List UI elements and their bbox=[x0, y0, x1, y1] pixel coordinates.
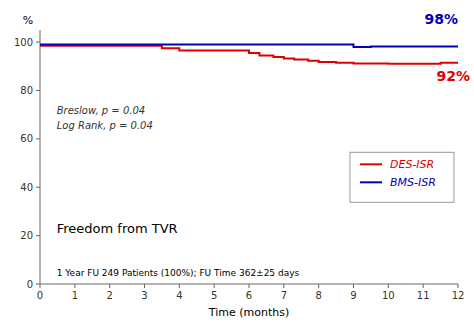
x-tick-label: 8 bbox=[315, 290, 321, 301]
x-tick bbox=[318, 284, 319, 288]
y-tick-label: 0 bbox=[27, 279, 33, 290]
annotation: 98% bbox=[424, 11, 458, 27]
x-tick-label: 6 bbox=[246, 290, 252, 301]
annotation: Log Rank, p = 0.04 bbox=[57, 120, 153, 131]
x-tick-label: 0 bbox=[37, 290, 43, 301]
y-tick bbox=[36, 42, 40, 43]
legend-label: BMS-ISR bbox=[390, 176, 436, 189]
x-tick-label: 7 bbox=[281, 290, 287, 301]
x-tick bbox=[144, 284, 145, 288]
y-tick bbox=[36, 235, 40, 236]
x-tick-label: 10 bbox=[382, 290, 395, 301]
x-tick bbox=[283, 284, 284, 288]
y-tick-label: 40 bbox=[20, 182, 33, 193]
y-tick bbox=[36, 187, 40, 188]
chart: 0123456789101112020406080100Time (months… bbox=[0, 0, 474, 324]
x-tick-label: 12 bbox=[452, 290, 465, 301]
x-tick bbox=[388, 284, 389, 288]
x-tick bbox=[109, 284, 110, 288]
annotation: Freedom from TVR bbox=[57, 221, 178, 236]
legend-label: DES-ISR bbox=[390, 158, 434, 171]
series-line bbox=[40, 46, 458, 64]
y-axis-label: % bbox=[23, 14, 33, 27]
y-axis-line bbox=[40, 30, 41, 284]
series-group bbox=[40, 45, 458, 64]
x-tick bbox=[249, 284, 250, 288]
x-tick-label: 9 bbox=[350, 290, 356, 301]
y-tick-label: 20 bbox=[20, 230, 33, 241]
x-tick-label: 4 bbox=[176, 290, 182, 301]
x-tick bbox=[179, 284, 180, 288]
x-tick-label: 2 bbox=[106, 290, 112, 301]
legend-swatch bbox=[360, 163, 382, 165]
x-tick-label: 11 bbox=[417, 290, 430, 301]
series-line bbox=[40, 45, 458, 47]
x-tick-label: 5 bbox=[211, 290, 217, 301]
y-tick-label: 100 bbox=[14, 37, 33, 48]
y-tick bbox=[36, 138, 40, 139]
x-tick-label: 1 bbox=[72, 290, 78, 301]
x-tick bbox=[353, 284, 354, 288]
x-tick bbox=[40, 284, 41, 288]
annotation: 92% bbox=[436, 68, 470, 84]
x-tick bbox=[74, 284, 75, 288]
x-tick-label: 3 bbox=[141, 290, 147, 301]
x-axis-label: Time (months) bbox=[208, 306, 289, 319]
x-tick bbox=[214, 284, 215, 288]
y-tick bbox=[36, 284, 40, 285]
axes: 0123456789101112020406080100 bbox=[14, 30, 464, 301]
y-tick bbox=[36, 90, 40, 91]
legend: DES-ISR BMS-ISR bbox=[350, 152, 454, 202]
y-tick-label: 80 bbox=[20, 85, 33, 96]
annotation: 1 Year FU 249 Patients (100%); FU Time 3… bbox=[57, 268, 300, 278]
x-tick bbox=[423, 284, 424, 288]
annotation: Breslow, p = 0.04 bbox=[57, 105, 145, 116]
x-tick bbox=[458, 284, 459, 288]
annotations: 98% 92% Breslow, p = 0.04 Log Rank, p = 0.0… bbox=[57, 11, 470, 278]
legend-box bbox=[350, 152, 454, 202]
y-tick-label: 60 bbox=[20, 133, 33, 144]
legend-swatch bbox=[360, 181, 382, 183]
